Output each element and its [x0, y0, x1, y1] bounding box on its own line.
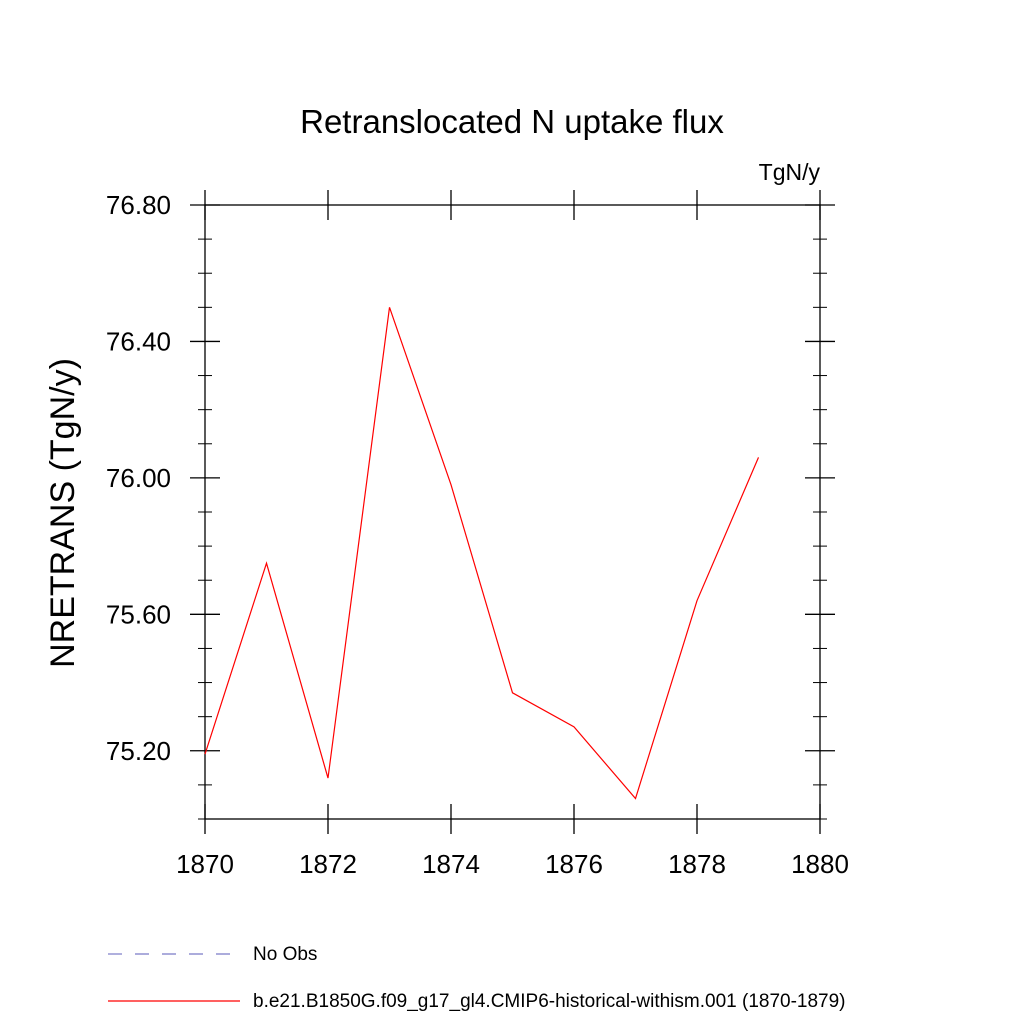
legend-label-no-obs: No Obs — [253, 944, 317, 965]
y-tick-labels: 75.20 75.60 76.00 76.40 76.80 — [106, 190, 171, 766]
y-tick-label: 76.40 — [106, 326, 171, 356]
plot-frame — [204, 204, 821, 820]
x-tick-label: 1878 — [668, 849, 726, 879]
y-tick-label: 75.20 — [106, 736, 171, 766]
x-tick-label: 1870 — [176, 849, 234, 879]
series-line — [204, 307, 760, 800]
y-axis-label: NRETRANS (TgN/y) — [44, 358, 82, 668]
major-ticks — [190, 190, 835, 834]
minor-ticks — [198, 238, 827, 820]
chart-title: Retranslocated N uptake flux — [300, 103, 724, 140]
x-tick-label: 1872 — [299, 849, 357, 879]
x-tick-labels: 1870 1872 1874 1876 1878 1880 — [176, 849, 849, 879]
y-tick-label: 76.80 — [106, 190, 171, 220]
x-tick-label: 1880 — [791, 849, 849, 879]
y-tick-label: 75.60 — [106, 599, 171, 629]
series-layer — [204, 307, 760, 800]
x-tick-label: 1874 — [422, 849, 480, 879]
y-tick-label: 76.00 — [106, 463, 171, 493]
legend-label-series: b.e21.B1850G.f09_g17_gl4.CMIP6-historica… — [253, 991, 846, 1012]
legend: No Obs b.e21.B1850G.f09_g17_gl4.CMIP6-hi… — [108, 944, 846, 1012]
x-tick-label: 1876 — [545, 849, 603, 879]
units-label: TgN/y — [759, 159, 821, 185]
